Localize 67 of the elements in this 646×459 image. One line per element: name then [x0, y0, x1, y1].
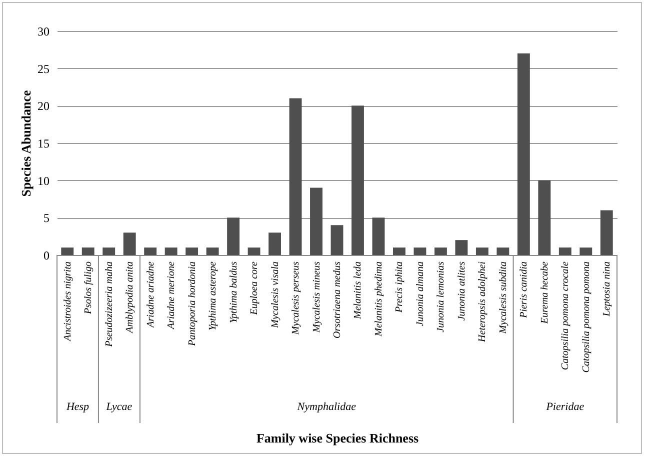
x-tick-label: Precis iphita: [394, 262, 406, 314]
bar: [580, 248, 592, 255]
text: Lycae: [105, 401, 132, 413]
y-tick-label: 30: [38, 24, 50, 38]
bar: [434, 248, 447, 255]
bar: [352, 106, 364, 255]
bar: [517, 53, 530, 255]
bar: [372, 218, 385, 255]
bar: [393, 248, 406, 255]
bar: [414, 248, 426, 255]
text: Hesp: [65, 401, 90, 413]
x-tick-label: Eurema hecabe: [539, 260, 550, 325]
text: Nymphalidae: [296, 401, 356, 413]
x-tick-label: Ancistroides nigrita: [62, 262, 74, 342]
y-tick-label: 25: [38, 62, 50, 76]
x-tick-label: Junonia almana: [414, 262, 426, 326]
bar: [538, 180, 551, 255]
x-tick-label: Junonia lemonias: [436, 261, 447, 332]
x-tick-label: Pantoporia hordonia: [186, 262, 198, 347]
bar: [206, 248, 219, 255]
bar: [164, 248, 178, 255]
bar: [600, 210, 613, 255]
x-tick-label: Leptosia nina: [602, 262, 613, 318]
x-tick-label: Orsotriaena medus: [332, 261, 343, 338]
x-tick-label: Junonia atlites: [456, 261, 468, 321]
bar: [82, 248, 94, 255]
x-axis-title: Family wise Species Richness: [256, 430, 419, 446]
x-tick-label: Mycalesis mineus: [311, 261, 322, 334]
x-tick-label: Mycalesis subdita: [498, 262, 509, 334]
bar: [310, 188, 322, 255]
x-tick-label: Catopsilia pomona pomona: [580, 262, 592, 373]
y-tick-label: 20: [38, 99, 50, 114]
x-tick-label: Amblypodia anita: [124, 262, 136, 334]
bar: [268, 232, 281, 255]
bar: [102, 248, 116, 255]
bar: [330, 225, 344, 255]
bar: [455, 240, 468, 255]
text: Pieridae: [545, 401, 584, 413]
x-tick-label: Euploea core: [249, 260, 260, 316]
x-tick-label: Melanitis phedima: [373, 262, 384, 338]
y-tick-label: 15: [38, 136, 50, 150]
x-tick-label: Catopsilia pomona crocale: [560, 260, 572, 370]
x-tick-label: Mycalesis perseus: [290, 261, 302, 336]
bar: [496, 248, 510, 255]
bar: [476, 248, 488, 255]
x-tick-label: Pseudozizeeria maha: [104, 262, 115, 348]
x-tick-label: Ariadne ariadne: [145, 260, 156, 328]
x-tick-label: Ypthima baldus: [228, 261, 240, 324]
bar: [123, 232, 136, 255]
x-tick-label: Ariadne merione: [166, 260, 178, 330]
x-tick-label: Psolos fuligo: [83, 262, 94, 316]
y-tick-label: 0: [44, 248, 50, 262]
bar: [289, 98, 302, 255]
y-tick-label: 5: [44, 211, 50, 226]
bar: [186, 248, 198, 255]
x-tick-label: Melanitis leda: [352, 262, 364, 320]
bar: [558, 248, 572, 255]
bar: [144, 248, 157, 255]
bar: [61, 248, 74, 255]
bar: [248, 248, 260, 255]
x-tick-label: Pieris canidia: [518, 262, 530, 319]
x-tick-label: Heteropsis adolphei: [477, 261, 488, 343]
x-tick-label: Mycalesis visala: [270, 262, 281, 329]
y-axis-title: Species Abundance: [18, 90, 34, 197]
x-tick-label: Ypthima asterope: [208, 260, 219, 330]
bar: [227, 218, 240, 255]
y-tick-label: 10: [38, 174, 50, 188]
